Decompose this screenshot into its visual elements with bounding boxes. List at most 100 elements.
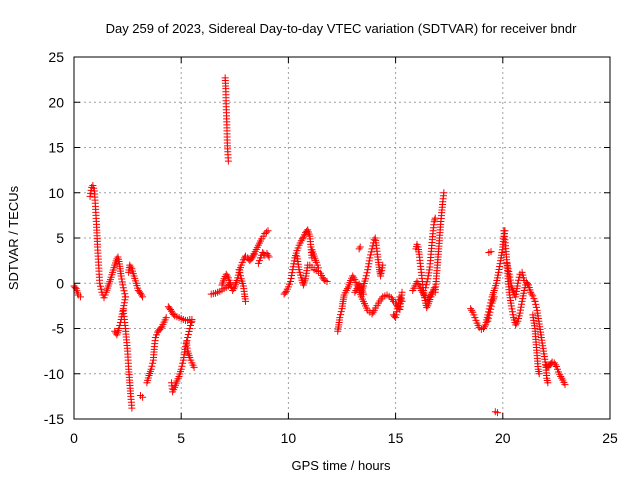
- data-point: [262, 228, 270, 236]
- data-point: [423, 304, 431, 312]
- data-point: [187, 318, 195, 326]
- data-point: [136, 289, 144, 297]
- data-point: [350, 274, 358, 282]
- data-point: [117, 272, 125, 280]
- data-point: [138, 291, 146, 299]
- data-point: [362, 272, 370, 280]
- data-point: [119, 281, 127, 289]
- data-point: [468, 306, 476, 314]
- data-point: [484, 317, 492, 325]
- data-point: [487, 248, 495, 256]
- data-point: [87, 189, 95, 197]
- data-point: [392, 314, 400, 322]
- data-point: [298, 235, 306, 243]
- data-point: [121, 293, 129, 301]
- data-point: [507, 279, 515, 287]
- data-point: [224, 157, 232, 165]
- data-point: [550, 359, 558, 367]
- data-point: [424, 272, 432, 280]
- data-point: [391, 312, 399, 320]
- data-point: [86, 192, 94, 200]
- data-point: [185, 328, 193, 336]
- data-point: [393, 305, 401, 313]
- data-point: [126, 261, 134, 269]
- y-tick-label: -5: [52, 321, 65, 337]
- data-point: [480, 325, 488, 332]
- data-point: [120, 302, 128, 310]
- data-point: [147, 365, 155, 373]
- data-point: [236, 269, 244, 277]
- data-point: [368, 245, 376, 253]
- data-point: [392, 311, 400, 319]
- data-point: [422, 284, 430, 292]
- data-point: [139, 393, 147, 401]
- data-point: [505, 270, 513, 278]
- data-point: [71, 283, 79, 291]
- data-point: [120, 299, 128, 307]
- data-point: [394, 299, 402, 307]
- data-point: [96, 279, 104, 287]
- data-point: [487, 305, 495, 313]
- data-point: [287, 274, 295, 282]
- data-point: [115, 325, 123, 332]
- y-axis-label: SDTVAR / TECUs: [6, 185, 21, 290]
- y-tick-label: 15: [48, 140, 64, 156]
- data-point: [342, 286, 350, 294]
- data-point: [188, 315, 196, 323]
- data-point: [351, 288, 359, 296]
- data-point: [523, 280, 531, 288]
- data-point: [430, 218, 438, 226]
- data-point: [118, 275, 126, 283]
- data-point: [513, 319, 521, 327]
- data-point: [507, 302, 515, 310]
- data-point: [178, 362, 186, 370]
- data-point: [355, 280, 363, 288]
- data-point: [532, 300, 540, 308]
- data-point: [369, 242, 377, 250]
- data-point: [394, 302, 402, 310]
- data-point: [337, 311, 345, 319]
- data-point: [490, 293, 498, 301]
- data-point: [337, 308, 345, 316]
- data-point: [388, 296, 396, 304]
- chart-title: Day 259 of 2023, Sidereal Day-to-day VTE…: [106, 21, 578, 36]
- data-point: [139, 293, 147, 301]
- data-point: [423, 278, 431, 286]
- data-point: [527, 288, 535, 296]
- data-point: [184, 331, 192, 339]
- x-tick-label: 10: [281, 430, 297, 446]
- x-tick-label: 25: [602, 430, 618, 446]
- data-point: [520, 277, 528, 285]
- data-point: [509, 311, 517, 319]
- data-point: [508, 308, 516, 316]
- data-point: [506, 273, 514, 281]
- data-point: [393, 308, 401, 316]
- data-point: [364, 266, 372, 274]
- plot-area: [70, 74, 569, 417]
- data-point: [127, 263, 135, 271]
- x-tick-label: 20: [495, 430, 511, 446]
- data-point: [506, 276, 514, 284]
- data-point: [515, 273, 523, 281]
- data-point: [363, 269, 371, 277]
- data-point: [362, 275, 370, 283]
- data-point: [366, 254, 374, 262]
- data-point: [235, 266, 243, 274]
- data-point: [418, 288, 426, 296]
- data-point: [481, 323, 489, 331]
- data-point: [496, 263, 504, 271]
- data-point: [229, 286, 237, 294]
- data-point: [512, 321, 520, 329]
- data-point: [528, 290, 536, 298]
- y-tick-label: 5: [56, 230, 64, 246]
- data-point: [431, 214, 439, 222]
- data-point: [487, 302, 495, 310]
- data-point: [223, 272, 231, 280]
- plot-frame: [73, 56, 611, 420]
- data-point: [364, 263, 372, 271]
- data-point: [149, 359, 157, 367]
- data-point: [222, 270, 230, 278]
- data-point: [368, 310, 376, 318]
- data-point: [532, 303, 540, 311]
